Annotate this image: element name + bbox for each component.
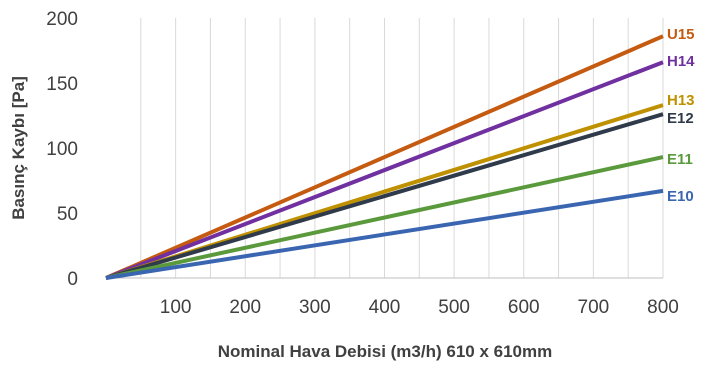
y-tick-label: 50: [57, 204, 78, 225]
series-line-h14: [105, 60, 664, 280]
series-line-e12: [105, 112, 664, 280]
series-label-e10: E10: [667, 188, 694, 205]
tick-labels: 100 200 300 400 500 600 700 800 0 50 100 150 200: [46, 9, 679, 318]
series-line-e10: [105, 188, 664, 280]
x-tick-label: 700: [578, 297, 610, 318]
x-axis-title: Nominal Hava Debisi (m3/h) 610 x 610mm: [218, 342, 552, 361]
series-label-u15: U15: [667, 26, 695, 43]
series-label-e12: E12: [667, 110, 694, 127]
series-line-u15: [105, 34, 664, 280]
x-tick-label: 800: [647, 297, 679, 318]
x-tick-label: 400: [369, 297, 401, 318]
y-tick-label: 100: [46, 139, 78, 160]
series-label-h14: H14: [667, 53, 695, 70]
x-tick-label: 600: [508, 297, 540, 318]
x-tick-label: 500: [438, 297, 470, 318]
x-tick-label: 300: [299, 297, 331, 318]
x-tick-label: 100: [160, 297, 192, 318]
series-label-e11: E11: [667, 151, 693, 168]
y-axis-title: Basınç Kaybı [Pa]: [9, 76, 28, 220]
y-tick-label: 0: [67, 269, 78, 290]
grid: [140, 18, 664, 278]
series-label-h13: H13: [667, 92, 695, 109]
series-lines: [105, 34, 664, 280]
x-tick-label: 200: [229, 297, 261, 318]
y-tick-label: 200: [46, 9, 78, 30]
y-tick-label: 150: [46, 74, 78, 95]
series-line-e11: [105, 155, 664, 280]
